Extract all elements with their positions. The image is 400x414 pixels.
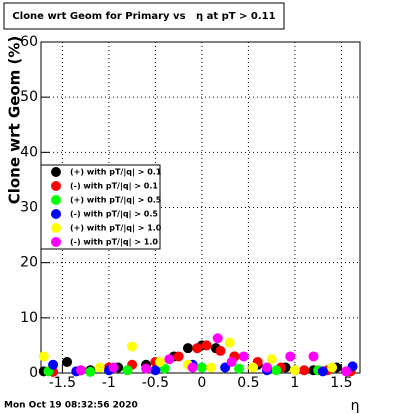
x-tick-label: -0.5	[142, 375, 169, 391]
legend-marker	[51, 195, 61, 205]
y-tick-label: 10	[20, 310, 38, 326]
data-point	[85, 366, 96, 377]
data-point	[206, 362, 217, 373]
legend-marker	[51, 223, 61, 233]
data-point	[308, 351, 319, 362]
data-point	[75, 365, 86, 376]
data-point	[327, 362, 338, 373]
x-tick-label: 0.5	[237, 375, 259, 391]
data-point	[196, 362, 207, 373]
data-point	[108, 362, 119, 373]
x-axis-label: η	[351, 398, 360, 414]
data-point	[261, 362, 272, 373]
legend-label: (-) with pT/|q| > 1.0	[70, 238, 158, 247]
legend-marker	[51, 167, 61, 177]
data-point	[341, 366, 352, 377]
legend-label: (+) with pT/|q| > 0.1	[70, 168, 162, 177]
legend-label: (+) with pT/|q| > 0.5	[70, 196, 162, 205]
data-point	[215, 345, 226, 356]
data-point	[173, 351, 184, 362]
data-point	[201, 340, 212, 351]
legend-label: (+) with pT/|q| > 1.0	[70, 224, 162, 233]
x-tick-label: 1.5	[330, 375, 352, 391]
data-point	[248, 362, 259, 373]
legend-box	[40, 164, 161, 250]
data-point	[299, 365, 310, 376]
data-point	[226, 356, 237, 367]
y-tick-label: 20	[20, 255, 38, 271]
title-box	[3, 2, 285, 30]
chart-title: Clone wrt Geom for Primary vs η at pT > …	[12, 11, 275, 22]
data-point	[192, 343, 203, 354]
data-point	[212, 333, 223, 344]
legend-marker	[51, 209, 61, 219]
data-point	[127, 341, 138, 352]
data-point	[234, 363, 245, 374]
data-point	[141, 363, 152, 374]
data-point	[285, 351, 296, 362]
x-tick-label: -1	[102, 375, 116, 391]
legend-label: (-) with pT/|q| > 0.1	[70, 182, 158, 191]
x-tick-label: 1	[290, 375, 299, 391]
data-point	[182, 343, 193, 354]
y-tick-label: 60	[20, 34, 38, 50]
data-point	[155, 356, 166, 367]
data-point	[94, 362, 105, 373]
data-point	[224, 337, 235, 348]
data-point	[289, 365, 300, 376]
legend-marker	[51, 181, 61, 191]
data-point	[220, 362, 231, 373]
y-tick-label: 0	[29, 365, 38, 381]
legend-marker	[51, 237, 61, 247]
data-point	[164, 354, 175, 365]
data-point	[122, 365, 133, 376]
data-point	[48, 359, 59, 370]
data-point	[62, 356, 73, 367]
data-point	[38, 351, 49, 362]
data-point	[187, 362, 198, 373]
y-tick-label: 40	[20, 144, 38, 160]
y-axis-label: Clone wrt Geom (%)	[6, 36, 24, 205]
data-point	[317, 366, 328, 377]
x-tick-label: 0	[197, 375, 206, 391]
y-tick-label: 50	[20, 89, 38, 105]
timestamp: Mon Oct 19 08:32:56 2020	[4, 401, 138, 411]
legend-label: (-) with pT/|q| > 0.5	[70, 210, 158, 219]
x-tick-label: -1.5	[49, 375, 76, 391]
data-point	[238, 351, 249, 362]
data-point	[266, 354, 277, 365]
data-point	[150, 365, 161, 376]
y-tick-label: 30	[20, 200, 38, 216]
data-point	[271, 365, 282, 376]
